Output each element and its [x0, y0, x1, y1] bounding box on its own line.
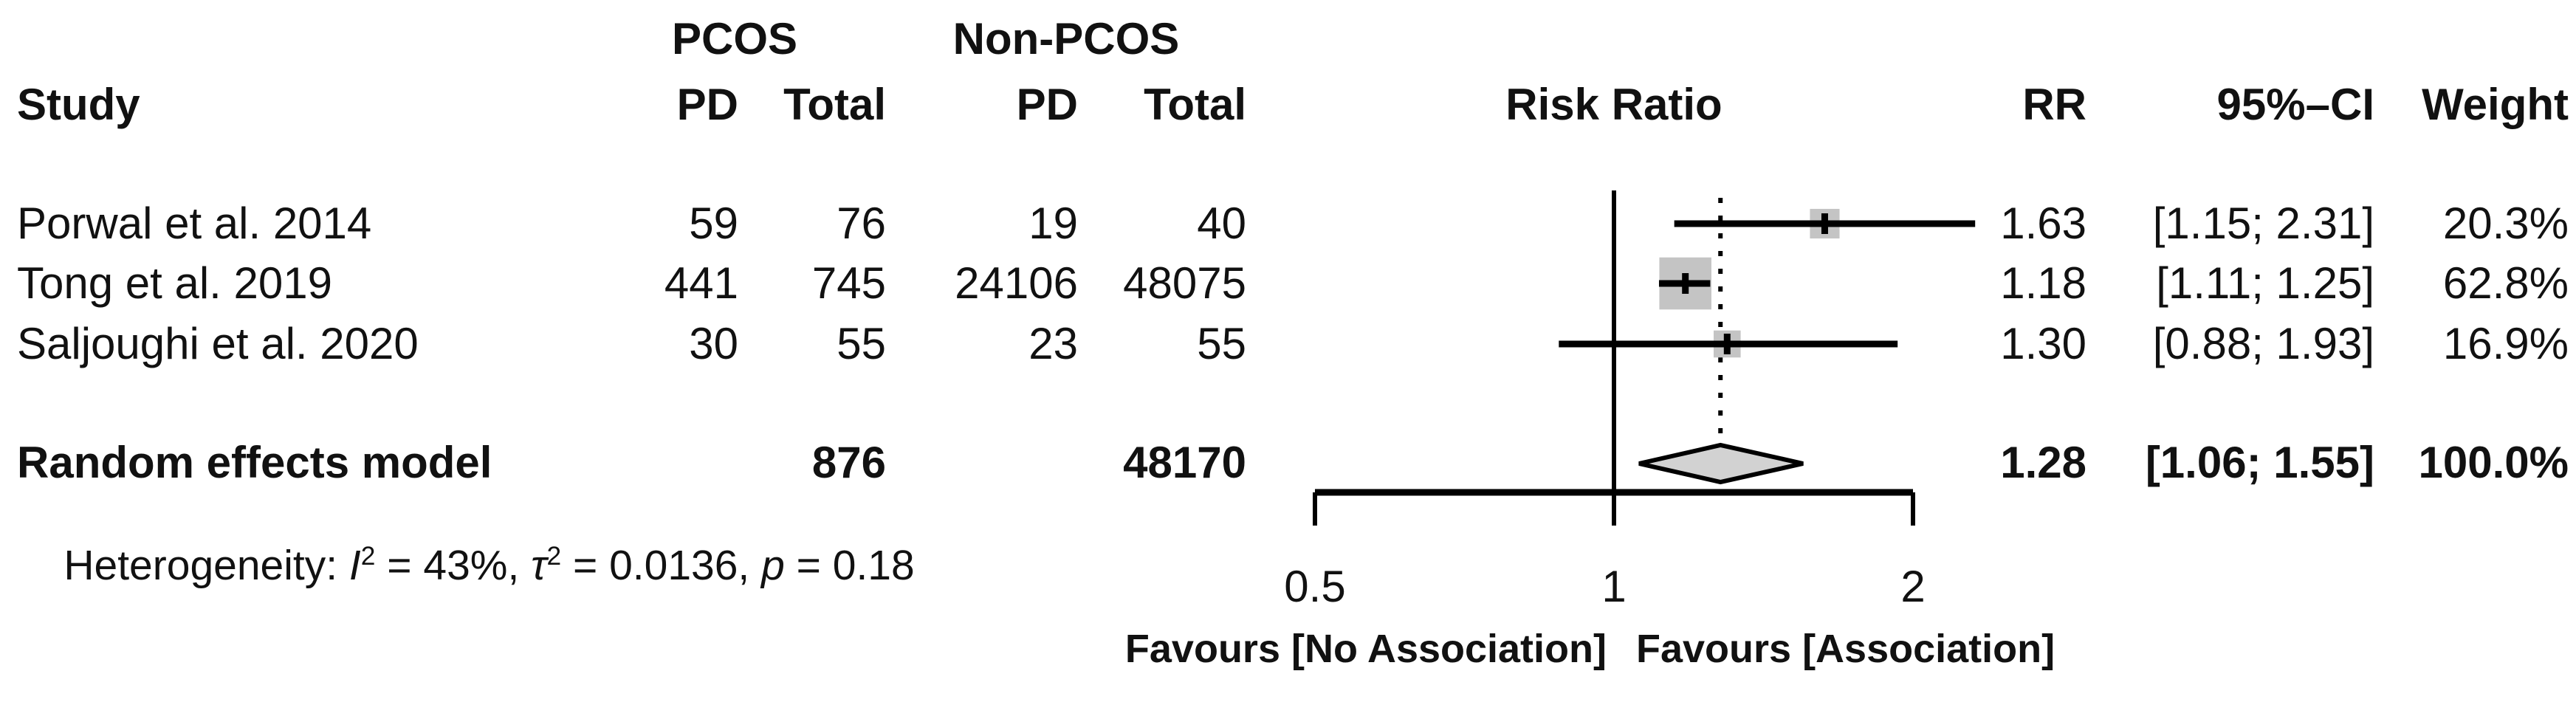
- study-pcos-total: 55: [837, 319, 886, 368]
- header-rr: RR: [2022, 80, 2086, 129]
- header-nonpcos-pd: PD: [1016, 80, 1078, 129]
- p-value: = 0.18: [784, 542, 915, 589]
- study-rr: 1.63: [2000, 199, 2086, 248]
- study-pcos-total: 745: [811, 258, 886, 308]
- study-rr: 1.30: [2000, 319, 2086, 368]
- study-weight: 16.9%: [2442, 319, 2569, 368]
- study-weight: 62.8%: [2442, 258, 2569, 308]
- tau-squared-symbol: τ: [531, 542, 547, 589]
- header-group-pcos: PCOS: [671, 14, 798, 63]
- study-name: Tong et al. 2019: [17, 258, 333, 308]
- study-pcos-total: 76: [837, 199, 886, 248]
- study-ci: [1.15; 2.31]: [2152, 199, 2374, 248]
- i-squared-symbol: I: [348, 542, 361, 589]
- favours-right-label: Favours [Association]: [1636, 627, 2055, 671]
- header-pcos-pd: PD: [676, 80, 738, 129]
- pooled-ci: [1.06; 1.55]: [2145, 438, 2374, 487]
- study-ci: [0.88; 1.93]: [2152, 319, 2374, 368]
- pooled-diamond: [1638, 442, 1804, 485]
- study-pcos-pd: 441: [664, 258, 738, 308]
- i-squared-value: = 43%,: [375, 542, 532, 589]
- axis-tick-label: 1: [1601, 562, 1626, 611]
- study-weight: 20.3%: [2442, 199, 2569, 248]
- study-nonpcos-total: 48075: [1123, 258, 1246, 308]
- study-ci: [1.11; 1.25]: [2156, 258, 2374, 308]
- p-symbol: p: [761, 542, 785, 589]
- pooled-nonpcos-total: 48170: [1123, 438, 1246, 487]
- pooled-pcos-total: 876: [811, 438, 886, 487]
- heterogeneity-note: Heterogeneity: I2 = 43%, τ2 = 0.0136, p …: [17, 501, 1124, 629]
- favours-left-label: Favours [No Association]: [1124, 627, 1607, 671]
- study-pcos-pd: 59: [689, 199, 738, 248]
- study-nonpcos-pd: 19: [1028, 199, 1078, 248]
- study-rr: 1.18: [2000, 258, 2086, 308]
- header-ci: 95%–CI: [2216, 80, 2374, 129]
- pooled-rr: 1.28: [2000, 438, 2086, 487]
- study-nonpcos-total: 40: [1197, 199, 1246, 248]
- tau-squared-sup: 2: [546, 542, 562, 571]
- study-pcos-pd: 30: [689, 319, 738, 368]
- header-nonpcos-total: Total: [1144, 80, 1246, 129]
- header-pcos-total: Total: [783, 80, 886, 129]
- header-risk-ratio: Risk Ratio: [1505, 80, 1723, 129]
- pooled-weight: 100.0%: [2418, 438, 2569, 487]
- study-name: Saljoughi et al. 2020: [17, 319, 419, 368]
- tau-squared-value: = 0.0136,: [561, 542, 762, 589]
- header-study: Study: [17, 80, 140, 129]
- study-nonpcos-pd: 24106: [955, 258, 1078, 308]
- pooled-label: Random effects model: [17, 438, 492, 487]
- axis-tick-label: 2: [1900, 562, 1925, 611]
- study-name: Porwal et al. 2014: [17, 199, 372, 248]
- i-squared-sup: 2: [360, 542, 376, 571]
- heterogeneity-prefix: Heterogeneity:: [63, 542, 349, 589]
- header-weight: Weight: [2422, 80, 2569, 129]
- study-nonpcos-total: 55: [1197, 319, 1246, 368]
- header-group-nonpcos: Non-PCOS: [952, 14, 1180, 63]
- axis-tick-label: 0.5: [1284, 562, 1345, 611]
- study-nonpcos-pd: 23: [1028, 319, 1078, 368]
